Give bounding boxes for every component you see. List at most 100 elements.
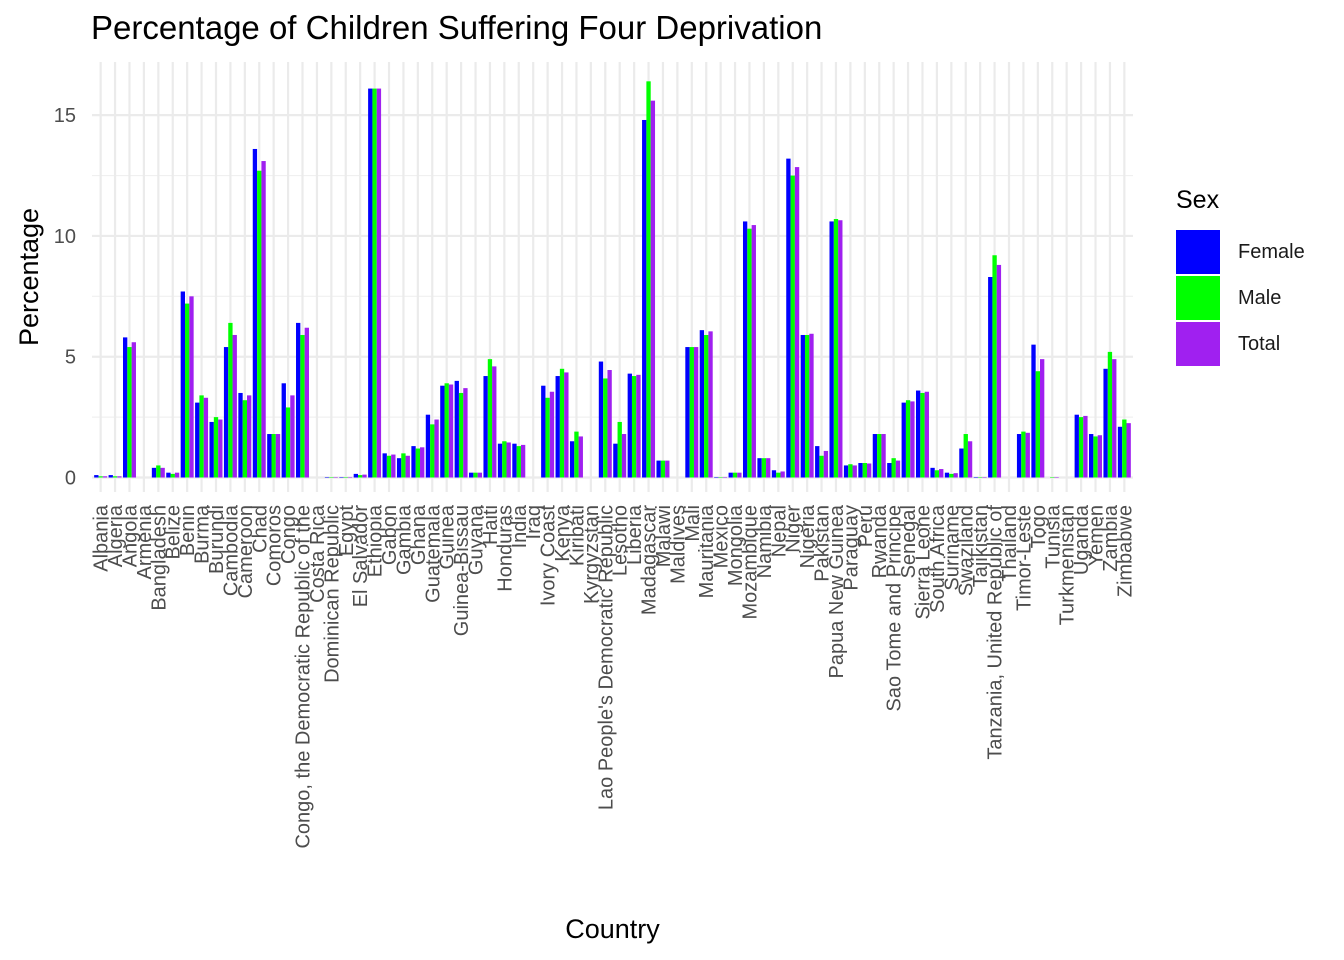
bar-male-bangladesh [156, 465, 161, 478]
bar-total-senegal [910, 401, 915, 478]
bar-male-guatemala [430, 424, 435, 478]
bar-total-tajikistan [982, 477, 987, 478]
bar-female-haiti [483, 376, 488, 478]
bar-male-nigeria [804, 334, 810, 478]
bar-female-el-salvador [353, 473, 359, 478]
bar-male-haiti [487, 359, 493, 478]
legend-item-total: Total [1176, 321, 1305, 367]
bar-female-ivory-coast [541, 385, 546, 478]
bar-total-india [520, 444, 526, 478]
bar-male-honduras [502, 441, 507, 478]
bar-total-el-salvador [362, 474, 367, 478]
bar-total-guinea-bissau [463, 388, 468, 478]
x-tick-label: Tajikistan [970, 505, 992, 587]
bar-female-uganda [1074, 414, 1079, 478]
bar-female-kiribati [569, 441, 575, 478]
bar-total-ghana [420, 447, 425, 478]
x-tick-label: Peru [855, 505, 877, 547]
bars [94, 81, 1131, 478]
bar-male-senegal [905, 400, 911, 478]
bar-female-benin [180, 291, 185, 478]
bar-male-ethiopia [372, 88, 377, 478]
bar-male-namibia [761, 458, 767, 478]
bar-female-papua-new-guinea [829, 221, 834, 478]
x-tick-label: Haiti [480, 505, 502, 545]
bar-female-peru [858, 463, 863, 478]
bar-total-congo-the-democratic-republic-of-the [304, 327, 309, 478]
bar-total-sao-tome-and-principe [895, 460, 901, 478]
x-tick-label: Maldives [667, 505, 689, 584]
bar-female-guinea [440, 385, 445, 478]
x-axis-title: Country [565, 914, 660, 944]
bar-female-kenya [555, 376, 560, 478]
bar-male-tunisia [1050, 477, 1055, 478]
bar-total-mali [693, 347, 699, 478]
legend: Sex Female Male Total [1176, 186, 1305, 367]
bar-total-nepal [780, 471, 785, 478]
bar-female-burundi [209, 421, 214, 478]
bar-male-mozambique [747, 228, 752, 478]
bar-total-burma [203, 397, 209, 478]
legend-item-male: Male [1176, 275, 1305, 321]
bar-male-benin [184, 303, 190, 478]
bar-total-tanzania-united-republic-of [996, 264, 1002, 478]
bar-total-pakistan [823, 450, 829, 478]
bar-male-guinea-bissau [458, 392, 464, 478]
x-tick-label: Congo [278, 505, 300, 564]
x-tick-label: Comoros [264, 505, 286, 586]
x-tick-label: Guinea-Bissau [451, 505, 473, 636]
legend-label-male: Male [1238, 286, 1282, 309]
bar-total-mexico [722, 477, 728, 478]
bar-female-india [512, 443, 517, 478]
bar-female-mozambique [742, 221, 748, 478]
x-tick-label: Gambia [393, 504, 415, 575]
legend-item-female: Female [1176, 229, 1305, 275]
x-tick-label: Guinea [437, 504, 459, 569]
y-tick-label: 0 [65, 468, 76, 490]
bar-total-lesotho [621, 434, 627, 478]
bar-male-india [516, 446, 521, 478]
x-tick-label: Zimbabwe [1114, 505, 1136, 597]
bar-female-nepal [771, 470, 777, 478]
bar-total-papua-new-guinea [838, 220, 843, 478]
x-tick-label: Senegal [898, 505, 920, 578]
bar-total-zimbabwe [1126, 423, 1131, 478]
x-tick-label: Belize [163, 505, 185, 559]
legend-swatch-total [1176, 322, 1220, 366]
bar-male-sao-tome-and-principe [891, 458, 896, 478]
bar-male-guyana [473, 472, 478, 478]
x-tick-label: Kenya [552, 504, 574, 562]
x-tick-label: Tunisia [1042, 504, 1064, 569]
bar-female-albania [94, 475, 99, 478]
bar-female-ethiopia [368, 88, 373, 478]
legend-swatch-female [1176, 230, 1220, 274]
x-tick-label: Benin [177, 505, 199, 556]
bar-female-togo [1031, 344, 1036, 478]
bar-total-mozambique [751, 225, 756, 478]
bar-male-egypt [343, 477, 348, 478]
bar-total-albania [102, 476, 108, 478]
bar-male-timor-leste [1021, 431, 1026, 478]
bar-female-lao-people-s-democratic-republic [598, 361, 604, 478]
bar-total-angola [131, 342, 136, 478]
x-tick-label: Nepal [768, 505, 790, 557]
x-tick-label: Angola [119, 504, 141, 567]
bar-female-dominican-republic [324, 477, 330, 478]
y-axis-title: Percentage [14, 208, 44, 346]
x-tick-label: Rwanda [869, 504, 891, 578]
bar-male-angola [127, 347, 132, 478]
bar-total-mauritania [708, 331, 713, 478]
bar-male-malawi [660, 460, 666, 478]
bar-total-burundi [218, 419, 223, 478]
y-tick-label: 15 [54, 105, 76, 127]
x-tick-label: Papua New Guinea [826, 504, 848, 678]
bar-total-kenya [564, 372, 569, 478]
bar-total-madagascar [650, 100, 656, 478]
x-tick-label: Gabon [379, 505, 401, 565]
bar-female-gambia [396, 458, 402, 478]
bar-female-gabon [382, 453, 387, 478]
chart-title: Percentage of Children Suffering Four De… [91, 9, 823, 46]
x-tick-label: Nigeria [797, 504, 819, 568]
x-tick-label: Niger [783, 505, 805, 553]
x-tick-label: Algeria [105, 504, 127, 567]
